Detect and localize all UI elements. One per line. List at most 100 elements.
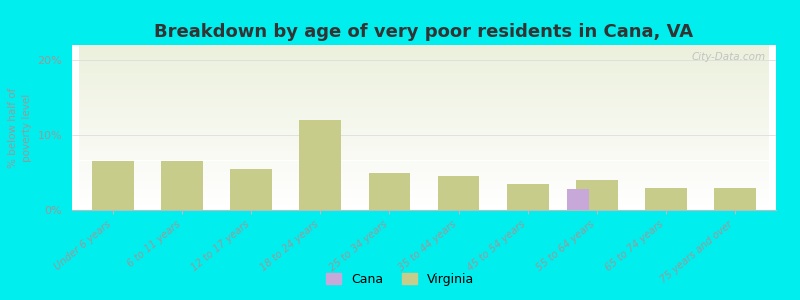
Bar xyxy=(79,60,769,61)
Bar xyxy=(79,85,769,86)
Bar xyxy=(79,148,769,149)
Bar xyxy=(79,59,769,60)
Bar xyxy=(79,189,769,190)
Bar xyxy=(79,163,769,164)
Bar xyxy=(79,54,769,55)
Bar xyxy=(79,106,769,107)
Bar xyxy=(79,95,769,96)
Bar xyxy=(79,129,769,130)
Bar xyxy=(79,174,769,175)
Bar xyxy=(79,115,769,116)
Bar xyxy=(79,202,769,203)
Bar xyxy=(79,72,769,73)
Bar xyxy=(79,78,769,79)
Bar xyxy=(79,169,769,170)
Bar xyxy=(79,128,769,129)
Bar xyxy=(79,181,769,182)
Bar xyxy=(79,130,769,131)
Bar xyxy=(79,127,769,128)
Bar xyxy=(79,76,769,77)
Bar xyxy=(79,168,769,169)
Legend: Cana, Virginia: Cana, Virginia xyxy=(321,268,479,291)
Bar xyxy=(79,73,769,74)
Bar xyxy=(79,108,769,109)
Bar xyxy=(79,133,769,134)
Bar xyxy=(79,150,769,151)
Bar xyxy=(79,94,769,95)
Bar xyxy=(79,47,769,48)
Bar xyxy=(79,201,769,202)
Bar xyxy=(162,161,203,210)
Bar xyxy=(79,81,769,82)
Bar xyxy=(79,207,769,208)
Bar xyxy=(79,97,769,98)
Bar xyxy=(79,165,769,166)
Bar xyxy=(438,176,479,210)
Bar xyxy=(79,177,769,178)
Bar xyxy=(79,98,769,99)
Bar xyxy=(79,187,769,188)
Bar xyxy=(79,79,769,80)
Bar xyxy=(79,99,769,100)
Bar xyxy=(93,161,134,210)
Bar xyxy=(79,166,769,167)
Bar xyxy=(79,104,769,105)
Bar xyxy=(79,120,769,121)
Bar xyxy=(79,155,769,156)
Bar xyxy=(79,50,769,51)
Bar xyxy=(566,189,589,210)
Bar xyxy=(79,183,769,184)
Bar xyxy=(79,157,769,158)
Bar xyxy=(714,188,755,210)
Bar xyxy=(79,67,769,68)
Bar xyxy=(79,77,769,78)
Bar xyxy=(79,153,769,154)
Bar xyxy=(79,91,769,92)
Bar xyxy=(79,74,769,75)
Bar xyxy=(79,196,769,197)
Bar xyxy=(79,69,769,70)
Bar xyxy=(79,75,769,76)
Bar xyxy=(79,146,769,147)
Bar xyxy=(79,175,769,176)
Bar xyxy=(79,83,769,84)
Bar xyxy=(79,52,769,53)
Bar xyxy=(79,159,769,160)
Bar xyxy=(79,167,769,168)
Bar xyxy=(79,136,769,137)
Bar xyxy=(79,132,769,133)
Bar xyxy=(79,152,769,153)
Bar xyxy=(79,194,769,195)
Bar xyxy=(79,124,769,125)
Bar xyxy=(79,118,769,119)
Bar xyxy=(79,92,769,93)
Bar xyxy=(79,176,769,177)
Bar xyxy=(79,200,769,201)
Bar xyxy=(79,58,769,59)
Bar xyxy=(79,51,769,52)
Bar xyxy=(79,205,769,206)
Bar xyxy=(79,135,769,136)
Bar xyxy=(79,173,769,174)
Bar xyxy=(79,198,769,199)
Bar xyxy=(79,137,769,138)
Bar xyxy=(79,197,769,198)
Bar xyxy=(79,170,769,171)
Bar xyxy=(79,56,769,57)
Bar xyxy=(79,195,769,196)
Bar xyxy=(79,88,769,89)
Bar xyxy=(79,49,769,50)
Bar xyxy=(79,160,769,161)
Bar xyxy=(79,190,769,191)
Bar xyxy=(299,120,342,210)
Bar xyxy=(79,193,769,194)
Bar xyxy=(79,66,769,67)
Bar xyxy=(79,151,769,152)
Bar xyxy=(369,172,410,210)
Bar xyxy=(79,123,769,124)
Bar xyxy=(79,55,769,56)
Bar xyxy=(79,182,769,183)
Bar xyxy=(79,121,769,122)
Bar xyxy=(79,191,769,192)
Bar xyxy=(79,82,769,83)
